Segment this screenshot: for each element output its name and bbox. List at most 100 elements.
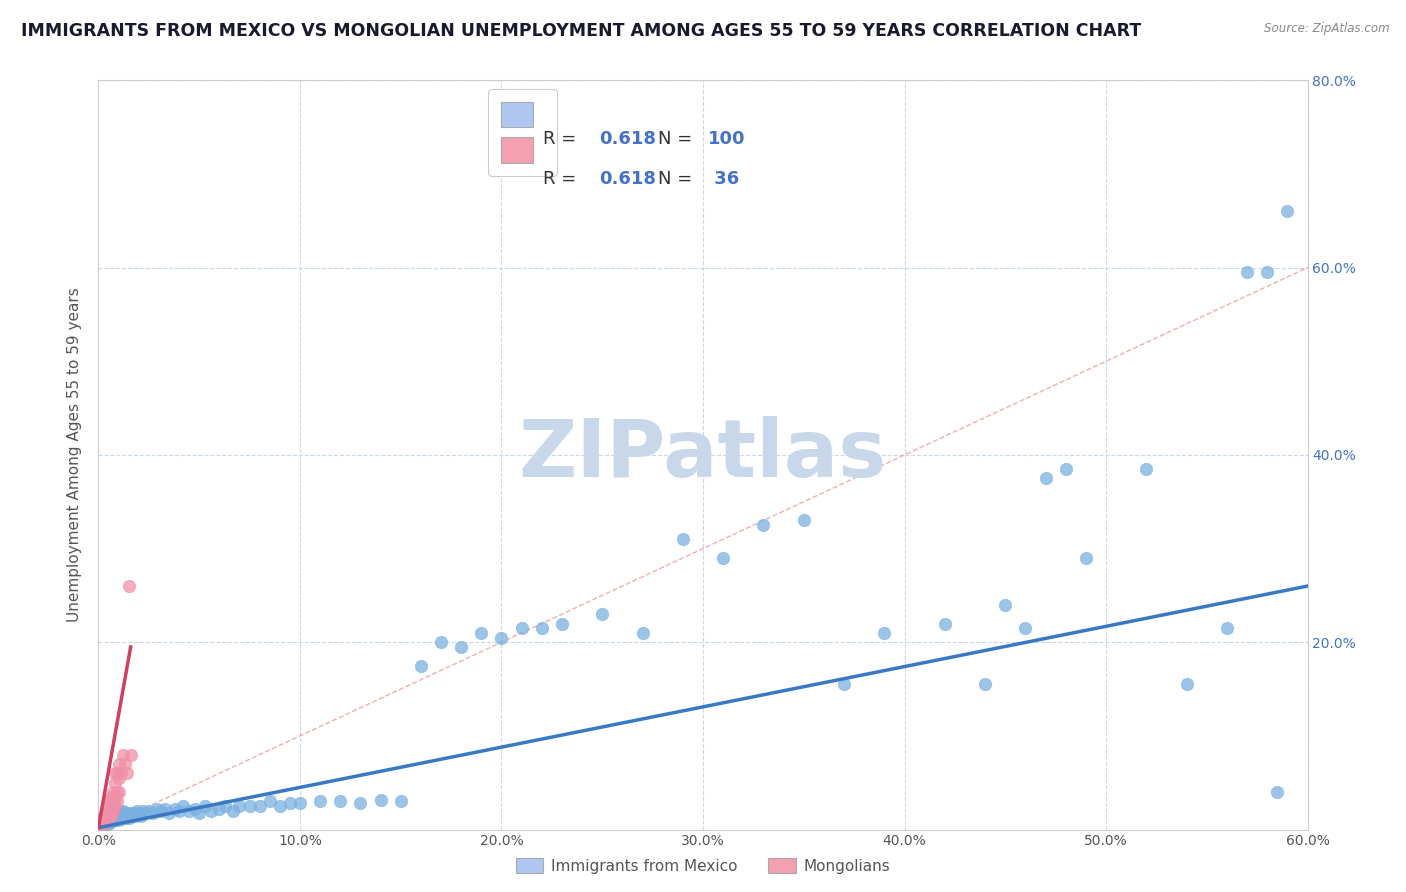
Legend: , : , bbox=[488, 89, 557, 176]
Text: R =: R = bbox=[543, 130, 582, 148]
Point bbox=[124, 808, 146, 822]
Point bbox=[134, 805, 156, 820]
Point bbox=[873, 626, 896, 640]
Text: ZIPatlas: ZIPatlas bbox=[519, 416, 887, 494]
Point bbox=[934, 616, 956, 631]
Point bbox=[97, 817, 120, 831]
Point bbox=[111, 808, 134, 822]
Point bbox=[278, 797, 301, 811]
Point bbox=[107, 756, 129, 771]
Legend: Immigrants from Mexico, Mongolians: Immigrants from Mexico, Mongolians bbox=[510, 852, 896, 880]
Point bbox=[1175, 677, 1198, 691]
Point bbox=[129, 808, 152, 822]
Text: Source: ZipAtlas.com: Source: ZipAtlas.com bbox=[1264, 22, 1389, 36]
Point bbox=[103, 799, 125, 814]
Point bbox=[103, 766, 125, 780]
Point bbox=[510, 621, 533, 635]
Point bbox=[214, 799, 236, 814]
Point bbox=[389, 795, 412, 809]
Point bbox=[97, 808, 120, 822]
Point bbox=[132, 804, 155, 818]
Point bbox=[101, 804, 124, 818]
Point bbox=[551, 616, 574, 631]
Point bbox=[105, 785, 128, 799]
Point bbox=[107, 804, 129, 818]
Point bbox=[167, 804, 190, 818]
Point bbox=[105, 766, 128, 780]
Point bbox=[114, 756, 136, 771]
Point bbox=[832, 677, 855, 691]
Point bbox=[105, 805, 128, 820]
Point bbox=[103, 808, 125, 822]
Point bbox=[149, 804, 172, 818]
Point bbox=[91, 818, 114, 832]
Point bbox=[188, 805, 211, 820]
Point bbox=[97, 795, 120, 809]
Point bbox=[100, 815, 122, 830]
Point bbox=[409, 658, 432, 673]
Point bbox=[97, 808, 120, 822]
Point bbox=[97, 804, 120, 818]
Y-axis label: Unemployment Among Ages 55 to 59 years: Unemployment Among Ages 55 to 59 years bbox=[67, 287, 83, 623]
Point bbox=[1014, 621, 1036, 635]
Point bbox=[96, 811, 118, 825]
Point bbox=[142, 805, 165, 820]
Point bbox=[93, 815, 115, 830]
Point bbox=[97, 814, 120, 828]
Point bbox=[110, 805, 132, 820]
Point bbox=[208, 802, 231, 816]
Point bbox=[111, 804, 134, 818]
Point bbox=[200, 804, 222, 818]
Point bbox=[103, 804, 125, 818]
Point bbox=[1035, 471, 1057, 485]
Point bbox=[125, 804, 148, 818]
Point bbox=[96, 808, 118, 822]
Point bbox=[101, 814, 124, 828]
Point bbox=[93, 818, 115, 832]
Point bbox=[101, 808, 124, 822]
Point bbox=[1277, 204, 1299, 219]
Point bbox=[184, 802, 207, 816]
Point bbox=[1074, 551, 1097, 566]
Point bbox=[752, 518, 775, 533]
Point bbox=[239, 799, 262, 814]
Point bbox=[118, 811, 141, 825]
Point bbox=[105, 795, 128, 809]
Point bbox=[121, 805, 143, 820]
Text: N =: N = bbox=[658, 130, 699, 148]
Point bbox=[110, 811, 132, 825]
Point bbox=[157, 805, 180, 820]
Point bbox=[115, 766, 138, 780]
Point bbox=[470, 626, 492, 640]
Point bbox=[114, 805, 136, 820]
Point bbox=[329, 795, 352, 809]
Point bbox=[228, 799, 250, 814]
Point bbox=[96, 815, 118, 830]
Point bbox=[172, 799, 194, 814]
Point bbox=[100, 808, 122, 822]
Text: IMMIGRANTS FROM MEXICO VS MONGOLIAN UNEMPLOYMENT AMONG AGES 55 TO 59 YEARS CORRE: IMMIGRANTS FROM MEXICO VS MONGOLIAN UNEM… bbox=[21, 22, 1142, 40]
Point bbox=[111, 747, 134, 762]
Point bbox=[107, 785, 129, 799]
Point bbox=[309, 795, 332, 809]
Point bbox=[97, 814, 120, 828]
Point bbox=[179, 804, 201, 818]
Point bbox=[591, 607, 613, 621]
Point bbox=[349, 797, 371, 811]
Point bbox=[107, 814, 129, 828]
Text: 0.618: 0.618 bbox=[599, 130, 657, 148]
Point bbox=[450, 640, 472, 654]
Point bbox=[631, 626, 654, 640]
Point bbox=[96, 805, 118, 820]
Point bbox=[103, 814, 125, 828]
Point bbox=[974, 677, 997, 691]
Point bbox=[269, 799, 291, 814]
Point bbox=[103, 776, 125, 790]
Point bbox=[430, 635, 453, 649]
Point bbox=[249, 799, 271, 814]
Point bbox=[114, 811, 136, 825]
Point bbox=[138, 804, 160, 818]
Point bbox=[672, 532, 695, 546]
Point bbox=[96, 805, 118, 820]
Point bbox=[97, 804, 120, 818]
